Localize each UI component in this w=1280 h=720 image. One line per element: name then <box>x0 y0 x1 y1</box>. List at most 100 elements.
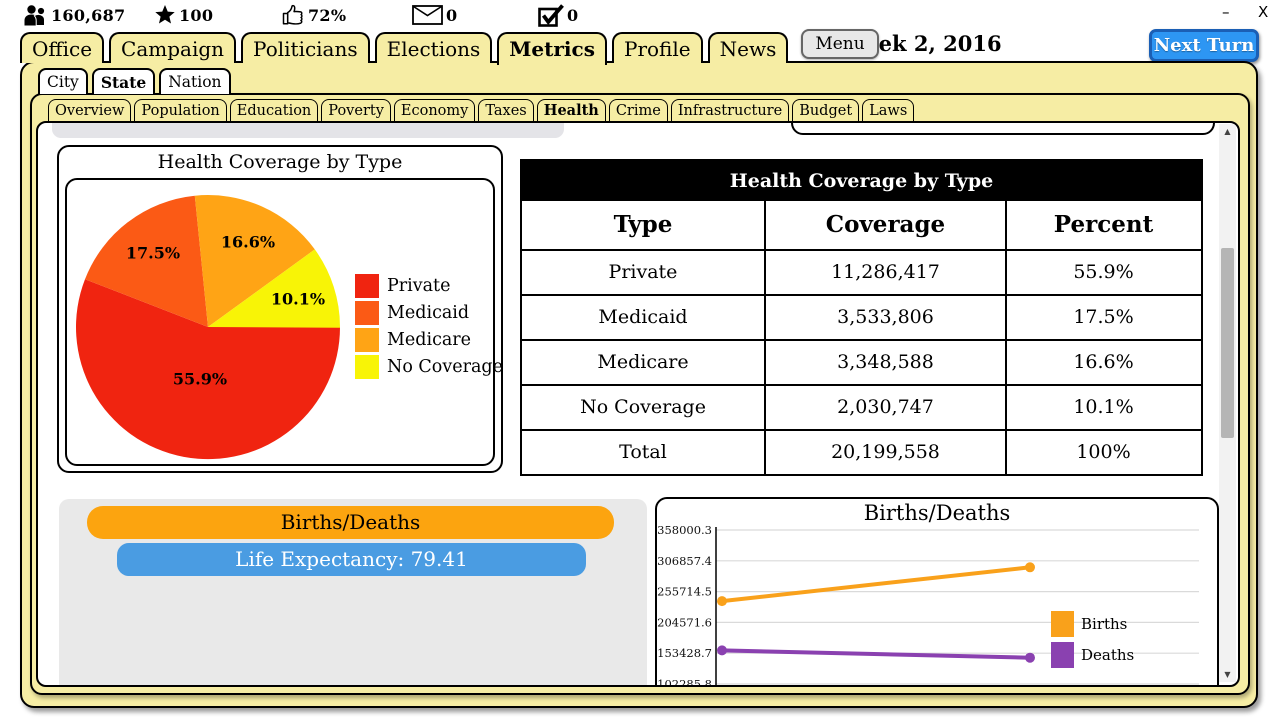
legend-label: Medicare <box>387 328 471 352</box>
legend-swatch-medicare <box>355 328 379 352</box>
scrolled-chart-box-bottom <box>791 121 1215 135</box>
metric-tab-economy[interactable]: Economy <box>394 99 475 121</box>
stat-tasks: 0 <box>538 3 578 27</box>
metric-tab-poverty[interactable]: Poverty <box>321 99 391 121</box>
scroll-down-arrow[interactable]: ▼ <box>1219 667 1236 682</box>
stat-messages: 0 <box>412 3 457 27</box>
legend-swatch-deaths <box>1051 642 1074 668</box>
svg-text:102285.8: 102285.8 <box>657 677 712 687</box>
tab-news[interactable]: News <box>708 32 789 63</box>
pie-percent-label: 16.6% <box>221 233 275 252</box>
data-point <box>1025 562 1035 572</box>
level-tab-city[interactable]: City <box>38 68 88 94</box>
table-column-percent: Percent <box>1007 201 1200 249</box>
stat-value-population: 160,687 <box>51 6 125 25</box>
metric-tab-infrastructure[interactable]: Infrastructure <box>671 99 789 121</box>
menu-button[interactable]: Menu <box>801 29 878 59</box>
health-coverage-pie-box: Health Coverage by Type 55.9%17.5%16.6%1… <box>57 145 503 473</box>
legend-label: Medicaid <box>387 301 469 325</box>
table-header-row: TypeCoveragePercent <box>522 201 1201 249</box>
level-tab-state[interactable]: State <box>92 68 155 94</box>
pie-chart-area: 55.9%17.5%16.6%10.1% PrivateMedicaidMedi… <box>65 178 495 466</box>
table-cell: 17.5% <box>1007 296 1200 339</box>
stat-approval: 72% <box>281 3 346 27</box>
minimize-button[interactable]: – <box>1222 3 1230 21</box>
tab-politicians[interactable]: Politicians <box>241 32 370 63</box>
pie-chart-title: Health Coverage by Type <box>59 151 501 173</box>
table-row: Medicaid3,533,80617.5% <box>522 294 1201 339</box>
scrollbar-thumb[interactable] <box>1221 248 1234 438</box>
legend-swatch-medicaid <box>355 301 379 325</box>
table-column-coverage: Coverage <box>766 201 1007 249</box>
tab-campaign[interactable]: Campaign <box>109 32 236 63</box>
mail-icon <box>412 5 443 25</box>
table-row: Medicare3,348,58816.6% <box>522 339 1201 384</box>
star-icon <box>154 5 176 26</box>
legend-label: Births <box>1081 611 1127 637</box>
svg-text:306857.4: 306857.4 <box>657 554 712 568</box>
data-point <box>717 645 727 655</box>
births-deaths-header: Births/Deaths <box>87 506 614 539</box>
close-button[interactable]: X <box>1258 3 1268 21</box>
metric-tab-budget[interactable]: Budget <box>792 99 859 121</box>
pie-percent-label: 55.9% <box>173 370 227 389</box>
metric-category-tab-bar: OverviewPopulationEducationPovertyEconom… <box>48 98 914 121</box>
table-cell: Medicaid <box>522 296 766 339</box>
legend-swatch-private <box>355 274 379 298</box>
legend-label: No Coverage <box>387 355 503 379</box>
metric-tab-crime[interactable]: Crime <box>609 99 668 121</box>
svg-text:204571.6: 204571.6 <box>657 615 712 629</box>
stat-value-approval: 72% <box>308 6 346 25</box>
table-cell: 11,286,417 <box>766 251 1007 294</box>
line-series-deaths <box>722 650 1030 657</box>
table-cell: 10.1% <box>1007 386 1200 429</box>
metric-tab-laws[interactable]: Laws <box>862 99 914 121</box>
metric-tab-overview[interactable]: Overview <box>48 99 131 121</box>
health-coverage-table: Health Coverage by Type TypeCoveragePerc… <box>520 159 1203 476</box>
metric-tab-health[interactable]: Health <box>537 99 606 121</box>
scroll-up-arrow[interactable]: ▲ <box>1219 124 1236 139</box>
births-deaths-panel: Births/Deaths Life Expectancy: 79.41 <box>59 499 647 687</box>
table-cell: 55.9% <box>1007 251 1200 294</box>
vertical-scrollbar[interactable]: ▲ ▼ <box>1219 124 1236 682</box>
main-tab-bar: OfficeCampaignPoliticiansElectionsMetric… <box>20 30 879 63</box>
table-cell: 3,348,588 <box>766 341 1007 384</box>
data-point <box>717 596 727 606</box>
table-title: Health Coverage by Type <box>522 161 1201 201</box>
stat-value-tasks: 0 <box>567 6 578 25</box>
table-column-type: Type <box>522 201 766 249</box>
legend-swatch-births <box>1051 611 1074 637</box>
table-cell: 3,533,806 <box>766 296 1007 339</box>
table-cell: 16.6% <box>1007 341 1200 384</box>
health-content-panel: Health Coverage by Type 55.9%17.5%16.6%1… <box>36 121 1240 687</box>
level-tab-bar: CityStateNation <box>38 67 231 94</box>
metric-tab-education[interactable]: Education <box>230 99 319 121</box>
stat-stars: 100 <box>154 3 213 27</box>
stat-value-stars: 100 <box>179 6 213 25</box>
table-row: Total20,199,558100% <box>522 429 1201 474</box>
tab-elections[interactable]: Elections <box>375 32 493 63</box>
life-expectancy-badge: Life Expectancy: 79.41 <box>117 543 586 576</box>
level-tab-nation[interactable]: Nation <box>159 68 230 94</box>
stat-value-messages: 0 <box>446 6 457 25</box>
legend-label: Private <box>387 274 450 298</box>
metric-tab-population[interactable]: Population <box>134 99 226 121</box>
tab-office[interactable]: Office <box>20 32 104 63</box>
scrolled-panel-bottom <box>52 123 564 138</box>
table-row: No Coverage2,030,74710.1% <box>522 384 1201 429</box>
tab-profile[interactable]: Profile <box>612 32 703 63</box>
svg-text:153428.7: 153428.7 <box>657 646 712 660</box>
stat-population: 160,687 <box>24 3 125 27</box>
table-cell: Medicare <box>522 341 766 384</box>
table-cell: No Coverage <box>522 386 766 429</box>
tab-metrics[interactable]: Metrics <box>497 32 607 65</box>
table-row: Private11,286,41755.9% <box>522 249 1201 294</box>
table-cell: 2,030,747 <box>766 386 1007 429</box>
svg-text:255714.5: 255714.5 <box>657 585 712 599</box>
table-cell: 20,199,558 <box>766 431 1007 474</box>
next-turn-button[interactable]: Next Turn <box>1149 29 1259 62</box>
legend-swatch-no-coverage <box>355 355 379 379</box>
table-cell: Private <box>522 251 766 294</box>
checkbox-icon <box>538 4 564 27</box>
metric-tab-taxes[interactable]: Taxes <box>478 99 533 121</box>
